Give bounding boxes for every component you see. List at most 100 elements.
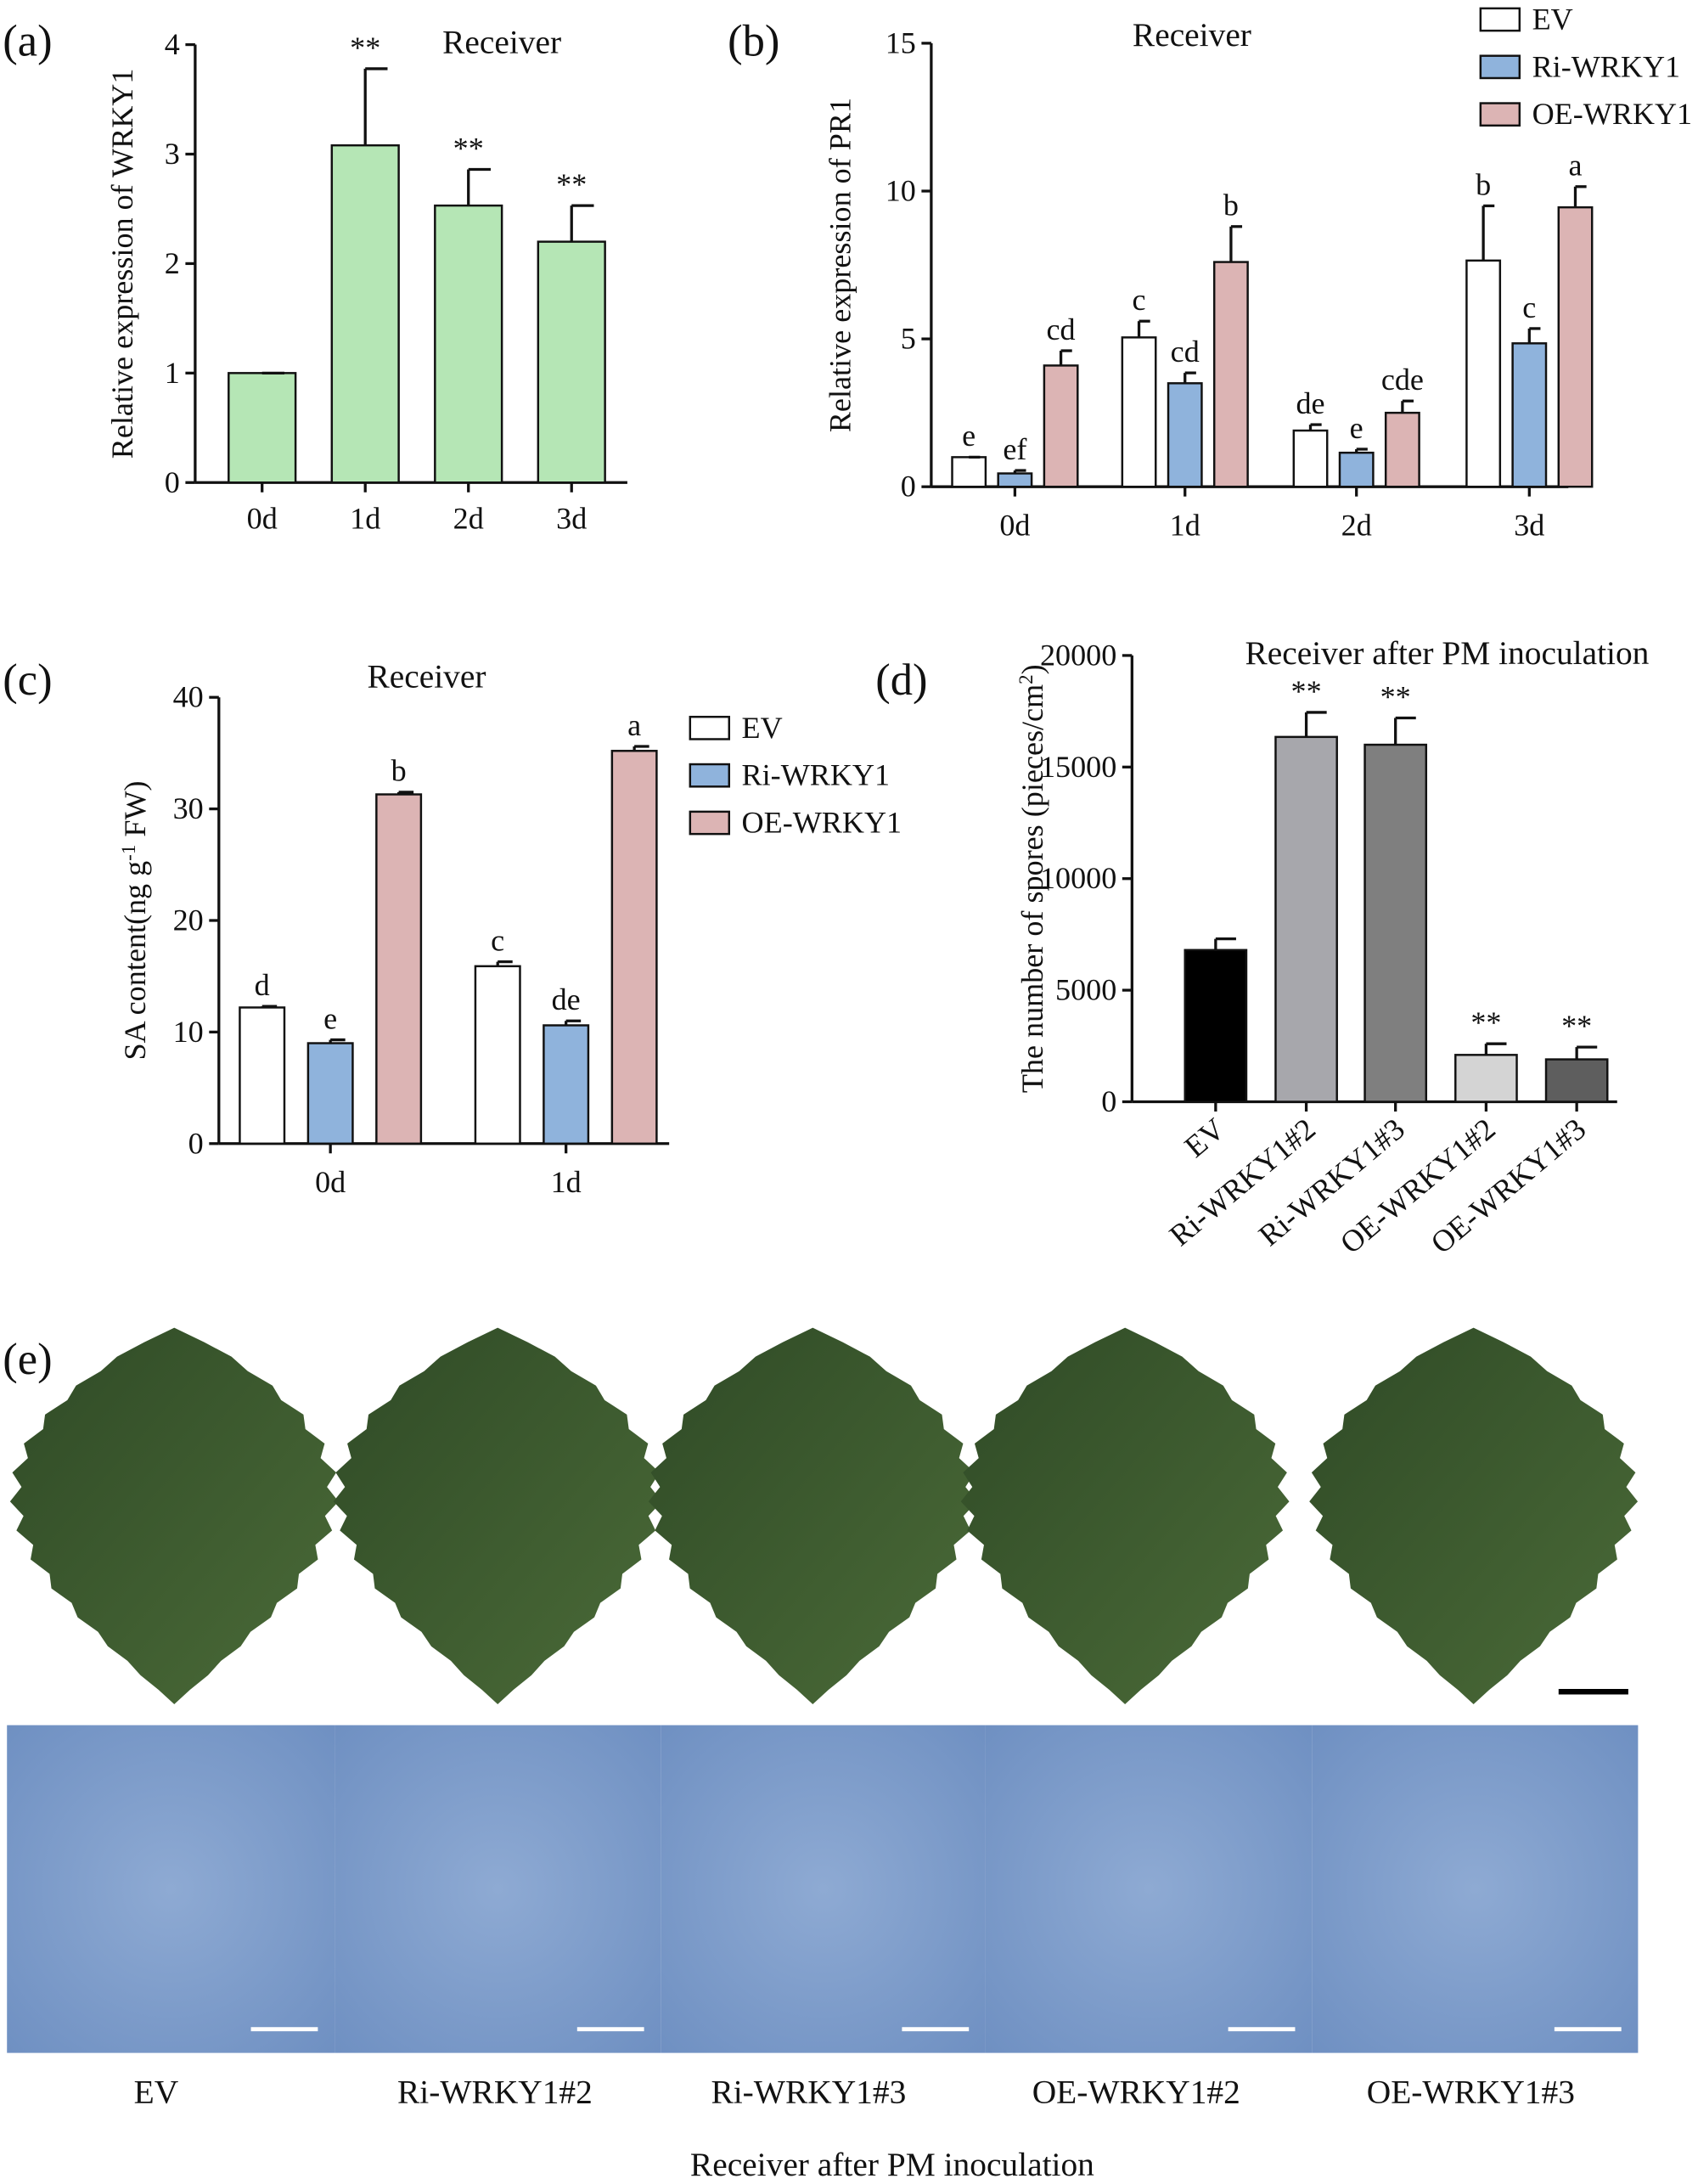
x-tick-label: OE-WRKY1#2 (1334, 1112, 1502, 1260)
bar-annotation: d (255, 968, 270, 1002)
bar (239, 1006, 286, 1145)
photo-caption: OE-WRKY1#2 (1032, 2074, 1240, 2111)
leaf (333, 1327, 662, 1705)
y-axis-label: Relative expression of WRKY1 (105, 69, 139, 459)
y-axis-label: Relative expression of PR1 (824, 98, 857, 432)
bar (1363, 743, 1428, 1103)
legend-label: Ri-WRKY1 (1532, 49, 1681, 83)
bar-annotation: ** (453, 131, 484, 165)
leaf-photos (9, 1327, 1639, 1705)
leaf (960, 1327, 1290, 1705)
x-tick-label: EV (1178, 1112, 1232, 1164)
y-axis-label: The number of spores (pieces/cm2) (1015, 664, 1049, 1093)
bar (1292, 429, 1329, 488)
stain-photos (7, 1725, 1639, 2053)
bar (1557, 205, 1594, 488)
bar (1384, 411, 1420, 488)
panel-label: (d) (875, 656, 927, 705)
y-tick-label: 0 (1101, 1084, 1116, 1118)
bar-annotation: b (1476, 167, 1491, 201)
bar-annotation: ** (350, 31, 380, 65)
y-tick-label: 5 (901, 322, 916, 356)
bar (474, 965, 521, 1145)
x-tick-label: OE-WRKY1#3 (1425, 1112, 1593, 1260)
y-axis-label-part: FW) (118, 780, 152, 844)
bar (543, 1024, 590, 1145)
bar-annotation: cd (1047, 312, 1076, 346)
bar-annotation: cde (1381, 363, 1424, 397)
stain-photo (335, 1725, 661, 2053)
legend-swatch (689, 763, 731, 788)
bar-annotation: ef (1003, 432, 1027, 466)
y-tick-label: 3 (165, 137, 180, 171)
y-axis-label-part: 2 (1015, 674, 1037, 684)
photo-caption: OE-WRKY1#3 (1367, 2074, 1575, 2111)
y-tick-label: 10000 (1040, 861, 1116, 895)
photo-caption: EV (134, 2074, 179, 2111)
bar (1338, 451, 1375, 488)
bar-annotation: c (491, 923, 504, 957)
x-tick-label: 0d (999, 509, 1030, 543)
y-tick-label: 0 (165, 465, 180, 499)
bar-annotation: ** (1470, 1005, 1501, 1039)
bar (1184, 948, 1248, 1103)
bar-annotation: ** (1380, 679, 1411, 713)
photo-caption: Ri-WRKY1#2 (397, 2074, 593, 2111)
y-tick-label: 4 (165, 27, 180, 61)
bar (1043, 364, 1079, 488)
bar-annotation: e (323, 1001, 337, 1035)
x-tick-label: 0d (247, 501, 278, 535)
bar (330, 144, 400, 484)
bar-annotation: b (391, 754, 407, 788)
x-tick-label: 2d (1341, 509, 1372, 543)
legend-swatch (1479, 102, 1521, 127)
y-axis-label: SA content(ng g-1 FW) (117, 780, 151, 1060)
y-tick-label: 20 (173, 903, 204, 937)
x-tick-label: 1d (1170, 509, 1200, 543)
bar-annotation: de (552, 982, 581, 1016)
bar-annotation: a (627, 708, 641, 742)
figure-caption: Receiver after PM inoculation (690, 2146, 1094, 2183)
legend-label: EV (742, 711, 783, 745)
bar-annotation: ** (1291, 674, 1322, 708)
bar-annotation: b (1223, 189, 1239, 222)
bar (434, 204, 503, 484)
chart-title: Receiver (442, 23, 561, 60)
stain-photo (1312, 1725, 1639, 2053)
y-tick-label: 15 (886, 25, 916, 59)
stain-photo (661, 1725, 986, 2053)
bar (1167, 382, 1203, 488)
bar (1274, 735, 1338, 1103)
bar-annotation: de (1296, 386, 1324, 420)
legend-swatch (1479, 7, 1521, 32)
bar (375, 793, 423, 1145)
bar (610, 750, 658, 1145)
bar (537, 240, 606, 484)
y-axis-label-part: SA content(ng g (118, 861, 152, 1061)
panel-label: (e) (3, 1335, 52, 1384)
panel-label: (b) (728, 17, 779, 66)
bar (306, 1042, 354, 1145)
y-tick-label: 15000 (1040, 750, 1116, 784)
bar (1121, 336, 1157, 488)
chart-title: Receiver (367, 658, 486, 695)
panel-label: (a) (3, 17, 52, 66)
y-tick-label: 5000 (1055, 973, 1116, 1007)
y-tick-label: 0 (188, 1126, 204, 1160)
bar (1544, 1058, 1609, 1103)
stain-photo (7, 1725, 335, 2053)
legend-label: Ri-WRKY1 (742, 758, 891, 792)
x-tick-label: 1d (551, 1165, 582, 1199)
bar (228, 372, 297, 484)
y-tick-label: 0 (901, 470, 916, 504)
bar (997, 472, 1033, 488)
legend-swatch (1479, 54, 1521, 80)
y-tick-label: 2 (165, 246, 180, 280)
x-tick-label: 2d (453, 501, 484, 535)
y-tick-label: 1 (165, 356, 180, 390)
y-tick-label: 30 (173, 791, 204, 825)
bar-annotation: c (1522, 290, 1536, 324)
x-tick-label: 3d (556, 501, 587, 535)
y-axis-label-part: -1 (117, 845, 138, 861)
y-axis-label-part: The number of spores (pieces/cm (1015, 684, 1049, 1093)
